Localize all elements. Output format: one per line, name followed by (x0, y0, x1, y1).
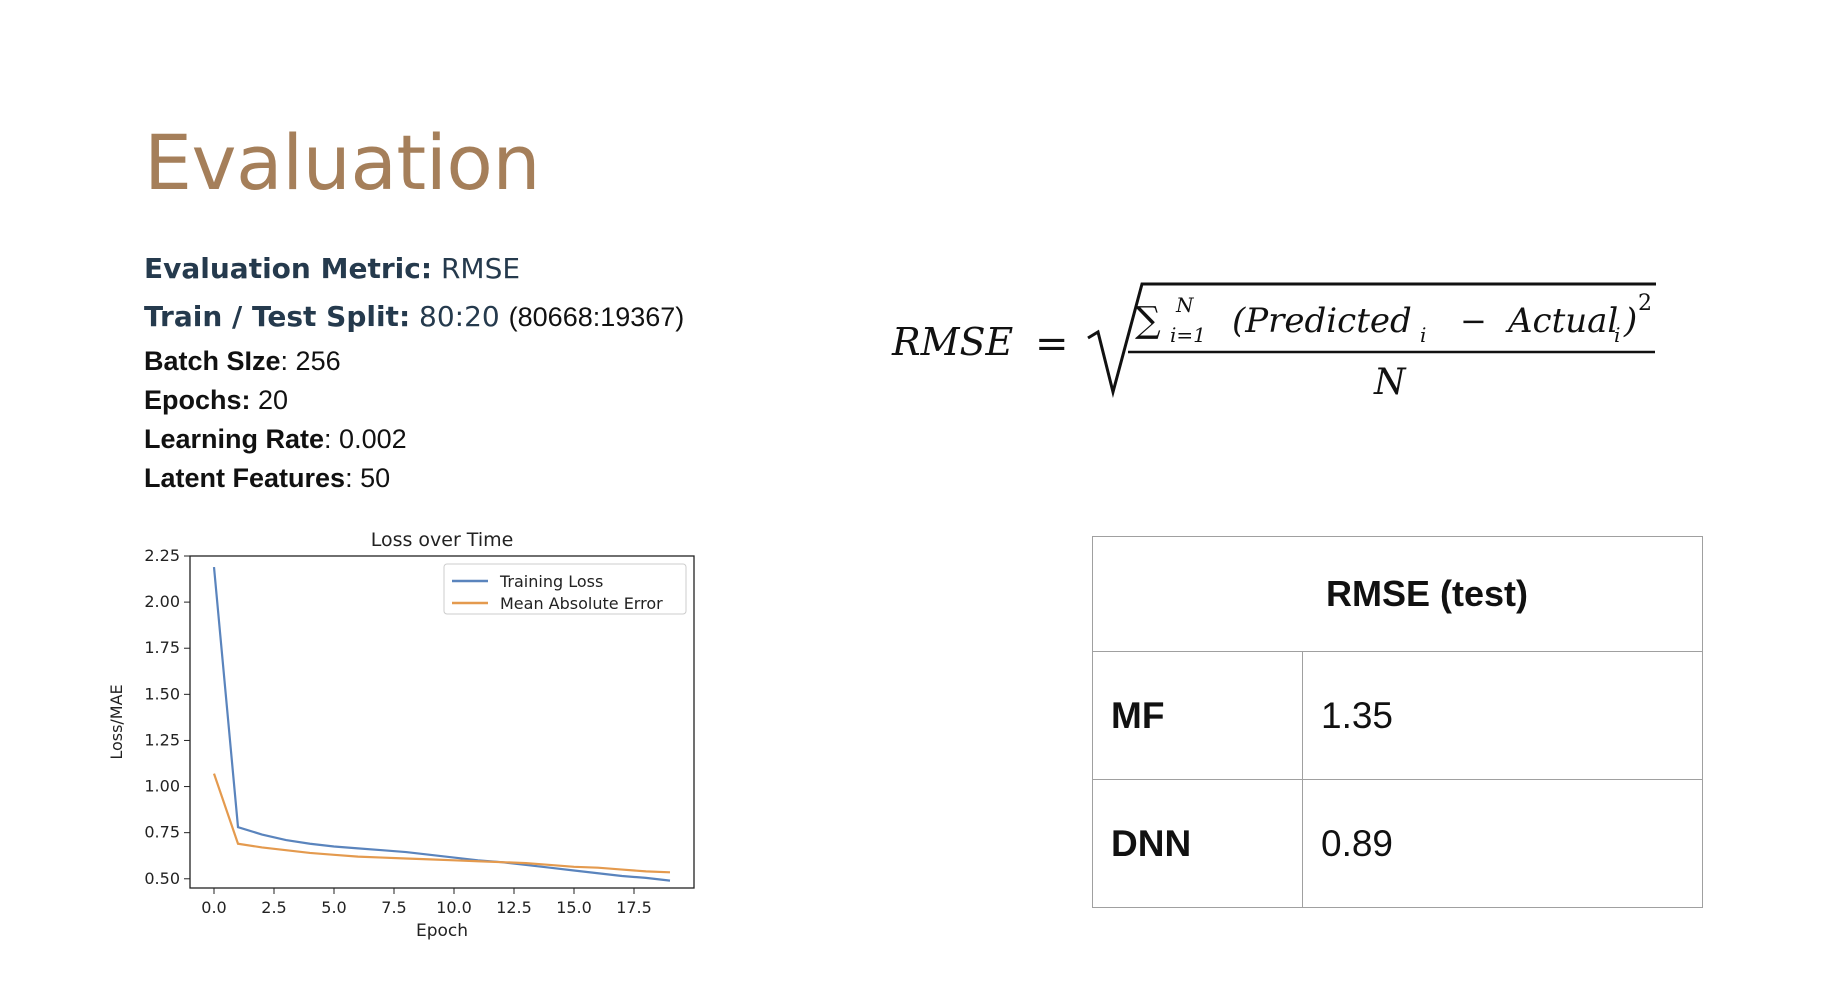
loss-chart: Loss over Time 0.0 2.5 5.0 7.5 10.0 12.5 15.0 17… (107, 529, 695, 940)
legend-label: Mean Absolute Error (500, 594, 663, 613)
split-counts: (80668:19367) (508, 302, 685, 332)
series-line-1 (212, 566, 671, 882)
table-row: MF 1.35 (1092, 651, 1703, 780)
model-value: 1.35 (1302, 651, 1703, 780)
sum-sign: ∑ (1135, 300, 1161, 341)
legend-box (443, 563, 687, 615)
model-value: 0.89 (1302, 779, 1703, 908)
epochs-row: Epochs: 20 (144, 385, 288, 416)
model-name: MF (1092, 651, 1303, 780)
y-tick-label: 2.00 (144, 592, 180, 611)
split-label: Train / Test Split: (144, 300, 411, 333)
slide-title: Evaluation (144, 118, 541, 207)
latent-value: : 50 (345, 463, 391, 493)
metric-value: RMSE (440, 252, 521, 285)
batch-row: Batch SIze: 256 (144, 346, 341, 377)
y-axis-label: Loss/MAE (107, 684, 126, 759)
x-tick-label: 17.5 (616, 898, 652, 917)
x-tick-label: 7.5 (381, 898, 406, 917)
split-value: 80:20 (419, 300, 500, 333)
table-header: RMSE (test) (1092, 536, 1703, 652)
formula-lhs: RMSE (891, 320, 1014, 364)
denominator: N (1373, 362, 1407, 403)
metric-row: Evaluation Metric: RMSE (144, 252, 520, 285)
sum-upper: N (1175, 293, 1195, 317)
y-tick-label: 1.00 (144, 777, 180, 796)
epochs-label: Epochs: (144, 385, 251, 415)
y-tick-label: 0.50 (144, 869, 180, 888)
series-line-2 (212, 773, 671, 874)
y-tick-label: 1.25 (144, 730, 180, 749)
sub-i-1: i (1420, 323, 1426, 347)
x-tick-label: 10.0 (436, 898, 472, 917)
table-row: DNN 0.89 (1092, 779, 1703, 908)
batch-label: Batch SIze (144, 346, 281, 376)
latent-row: Latent Features: 50 (144, 463, 390, 494)
epochs-value: 20 (258, 385, 289, 415)
lr-value: : 0.002 (324, 424, 407, 454)
x-tick-label: 12.5 (496, 898, 532, 917)
y-tick-label: 0.75 (144, 823, 180, 842)
x-tick-label: 15.0 (556, 898, 592, 917)
plot-frame (189, 555, 695, 889)
y-tick-label: 2.25 (144, 546, 180, 565)
x-tick-label: 5.0 (321, 898, 346, 917)
results-table: RMSE (test) MF 1.35 DNN 0.89 (1092, 536, 1703, 908)
metric-label: Evaluation Metric: (144, 252, 433, 285)
numerator-actual: Actual (1505, 301, 1618, 341)
model-name: DNN (1092, 779, 1303, 908)
radical-sign (1087, 282, 1656, 398)
formula-eq: = (1035, 321, 1069, 367)
x-tick-label: 2.5 (261, 898, 286, 917)
chart-title: Loss over Time (371, 529, 514, 551)
numerator-predicted: (Predicted (1232, 301, 1412, 341)
sum-lower: i=1 (1170, 323, 1206, 347)
legend-label: Training Loss (499, 572, 603, 591)
y-tick-label: 1.75 (144, 638, 180, 657)
x-axis-label: Epoch (416, 921, 468, 940)
rmse-formula: RMSE = ∑ N i=1 (Predicted i − Actual i )… (891, 282, 1656, 403)
lr-label: Learning Rate (144, 424, 325, 454)
split-row: Train / Test Split: 80:20 (80668:19367) (144, 300, 684, 333)
sub-i-2: i (1614, 323, 1620, 347)
minus-sign: − (1460, 302, 1487, 340)
latent-label: Latent Features (144, 463, 346, 493)
x-tick-label: 0.0 (201, 898, 226, 917)
close-paren: ) (1623, 301, 1637, 341)
y-tick-label: 1.50 (144, 684, 180, 703)
power-2: 2 (1638, 291, 1652, 316)
batch-value: : 256 (280, 346, 341, 376)
lr-row: Learning Rate: 0.002 (144, 424, 407, 455)
